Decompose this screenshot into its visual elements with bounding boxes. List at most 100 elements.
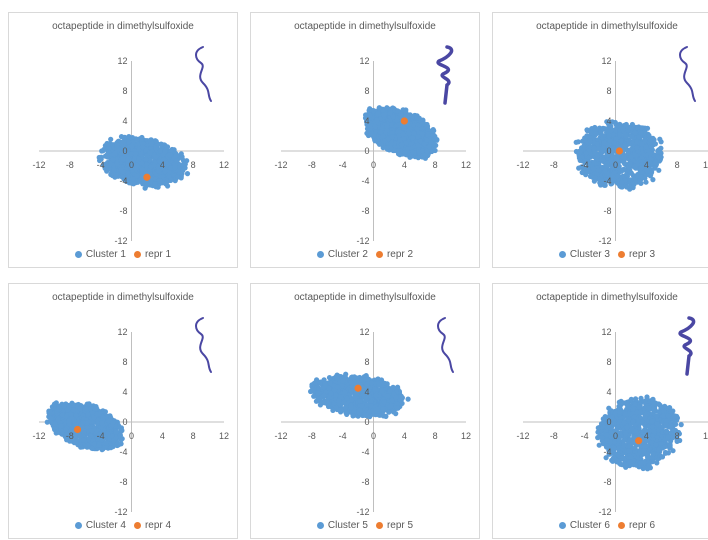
cluster-point xyxy=(174,153,179,158)
y-tick-label: 8 xyxy=(364,86,369,96)
cluster-point xyxy=(115,143,120,148)
cluster-point xyxy=(386,410,391,415)
cluster-point xyxy=(105,152,110,157)
x-tick-label: 4 xyxy=(402,431,407,441)
cluster-point xyxy=(126,139,131,144)
cluster-points xyxy=(97,134,190,191)
cluster-point xyxy=(627,141,632,146)
coil-peptide-icon xyxy=(438,318,453,372)
cluster-point xyxy=(134,137,139,142)
legend-entry: Cluster 4 xyxy=(75,520,126,531)
cluster-point xyxy=(410,135,415,140)
legend-entry: Cluster 2 xyxy=(317,249,368,260)
x-tick-label: -4 xyxy=(97,431,105,441)
cluster-point xyxy=(627,125,632,130)
cluster-point xyxy=(613,127,618,132)
cluster-point xyxy=(159,142,164,147)
cluster-point xyxy=(588,174,593,179)
legend-entry: repr 2 xyxy=(376,249,413,260)
cluster-point xyxy=(103,441,108,446)
cluster-point xyxy=(314,399,319,404)
repr-point xyxy=(74,426,81,433)
cluster-point xyxy=(621,127,626,132)
x-tick-label: 4 xyxy=(160,160,165,170)
x-tick-label: -8 xyxy=(66,431,74,441)
cluster-point xyxy=(322,393,327,398)
legend-entry: Cluster 1 xyxy=(75,249,126,260)
y-tick-label: -8 xyxy=(361,206,369,216)
legend-label: repr 3 xyxy=(629,249,655,260)
cluster-point xyxy=(349,405,354,410)
cluster-point xyxy=(343,405,348,410)
cluster-point xyxy=(617,132,622,137)
cluster-point xyxy=(594,131,599,136)
cluster-point xyxy=(393,395,398,400)
y-tick-label: 4 xyxy=(122,387,127,397)
x-tick-label: -12 xyxy=(32,160,45,170)
cluster-point xyxy=(342,390,347,395)
cluster-point xyxy=(591,166,596,171)
cluster-point xyxy=(334,376,339,381)
cluster-point xyxy=(373,124,378,129)
legend-label: Cluster 3 xyxy=(570,249,610,260)
y-tick-label: 4 xyxy=(606,116,611,126)
cluster-point xyxy=(577,150,582,155)
cluster-point xyxy=(593,175,598,180)
y-tick-label: -12 xyxy=(114,507,127,517)
y-tick-label: -12 xyxy=(356,507,369,517)
cluster-point xyxy=(108,445,113,450)
legend-marker xyxy=(317,522,324,529)
y-tick-label: 4 xyxy=(364,387,369,397)
cluster-point xyxy=(110,420,115,425)
cluster-point xyxy=(90,428,95,433)
y-tick-label: 12 xyxy=(359,327,369,337)
cluster-point xyxy=(653,160,658,165)
cluster-point xyxy=(380,134,385,139)
cluster-point xyxy=(394,118,399,123)
y-tick-label: 0 xyxy=(122,146,127,156)
cluster-point xyxy=(99,420,104,425)
x-tick-label: 0 xyxy=(371,160,376,170)
x-tick-label: -4 xyxy=(339,160,347,170)
repr-point xyxy=(143,174,150,181)
cluster-point xyxy=(118,167,123,172)
cluster-point xyxy=(613,120,618,125)
coil-peptide-icon xyxy=(196,47,211,101)
cluster-point xyxy=(55,417,60,422)
x-tick-label: 8 xyxy=(191,431,196,441)
cluster-point xyxy=(399,142,404,147)
y-tick-label: 0 xyxy=(122,417,127,427)
cluster-point xyxy=(600,133,605,138)
cluster-point xyxy=(349,380,354,385)
cluster-point xyxy=(400,132,405,137)
cluster-point xyxy=(313,380,318,385)
cluster-point xyxy=(611,178,616,183)
cluster-point xyxy=(148,164,153,169)
helix-peptide-icon xyxy=(438,47,452,103)
cluster-point xyxy=(427,144,432,149)
x-tick-label: -12 xyxy=(274,160,287,170)
y-tick-label: -4 xyxy=(361,176,369,186)
cluster-point xyxy=(629,154,634,159)
legend-marker xyxy=(75,522,82,529)
cluster-point xyxy=(113,151,118,156)
coil-peptide-icon xyxy=(680,47,695,101)
y-tick-label: 0 xyxy=(606,146,611,156)
y-tick-label: 0 xyxy=(364,417,369,427)
legend-label: repr 2 xyxy=(387,249,413,260)
cluster-point xyxy=(385,393,390,398)
cluster-point xyxy=(621,154,626,159)
cluster-point xyxy=(376,382,381,387)
cluster-point xyxy=(327,375,332,380)
x-tick-label: 12 xyxy=(461,431,471,441)
cluster-point xyxy=(411,131,416,136)
repr-point xyxy=(616,147,623,154)
legend-label: Cluster 1 xyxy=(86,249,126,260)
cluster-point xyxy=(89,446,94,451)
